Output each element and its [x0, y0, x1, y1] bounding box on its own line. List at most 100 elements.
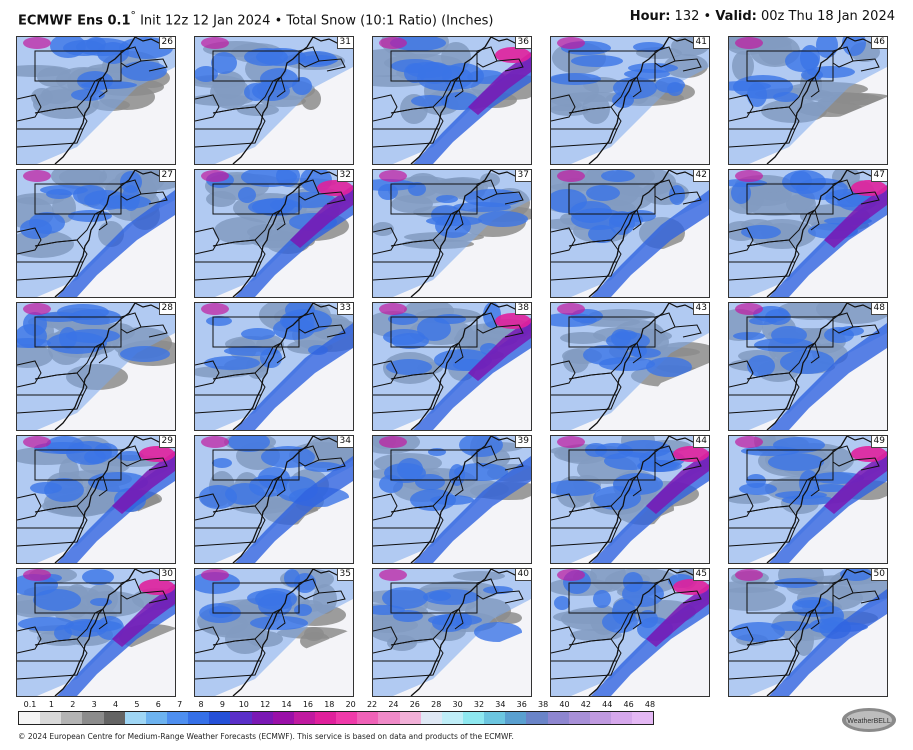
member-number-label: 48 — [870, 303, 887, 315]
member-number-label: 42 — [692, 170, 709, 182]
colorbar-tick-label: 48 — [644, 700, 656, 709]
colorbar-swatch — [357, 712, 379, 724]
ensemble-member-panel: 46 — [728, 36, 888, 165]
member-number-label: 45 — [692, 569, 709, 581]
colorbar-swatch — [336, 712, 358, 724]
snowfall-map — [195, 436, 353, 563]
init-time: Init 12z 12 Jan 2024 — [140, 13, 271, 29]
ensemble-member-panel: 27 — [16, 169, 176, 298]
colorbar-tick-label: 10 — [238, 700, 249, 709]
hour-label: Hour: — [629, 9, 671, 24]
colorbar-tick-label: 46 — [623, 700, 634, 709]
colorbar-tick-label: 4 — [112, 700, 119, 709]
snowfall-map — [17, 569, 175, 696]
ensemble-member-panel: 28 — [16, 302, 176, 431]
valid-label: Valid: — [715, 9, 757, 24]
ensemble-member-panel: 35 — [194, 568, 354, 697]
member-number-label: 40 — [514, 569, 531, 581]
colorbar-tick-label: 5 — [134, 700, 140, 709]
ensemble-member-panel: 45 — [550, 568, 710, 697]
member-number-label: 49 — [870, 436, 887, 448]
member-number-label: 39 — [514, 436, 531, 448]
member-number-label: 35 — [336, 569, 353, 581]
colorbar-tick-label: 24 — [388, 700, 399, 709]
colorbar-tick-label: 30 — [452, 700, 463, 709]
chart-title: ECMWF Ens 0.1° Init 12z 12 Jan 2024 • To… — [18, 9, 493, 28]
colorbar-tick-label: 20 — [345, 700, 356, 709]
valid-value: 00z Thu 18 Jan 2024 — [761, 9, 895, 24]
snowfall-map — [17, 436, 175, 563]
snowfall-map — [729, 569, 887, 696]
member-number-label: 31 — [336, 37, 353, 49]
header: ECMWF Ens 0.1° Init 12z 12 Jan 2024 • To… — [0, 0, 913, 32]
colorbar-tick-label: 16 — [302, 700, 314, 709]
colorbar-tick-label: 8 — [198, 700, 204, 709]
member-number-label: 33 — [336, 303, 353, 315]
colorbar-swatch — [166, 712, 189, 724]
ensemble-member-panel: 41 — [550, 36, 710, 165]
colorbar-swatch — [209, 712, 231, 724]
colorbar-legend: 0.1 1 2 3 4 5 6 7 8 9 10 12 14 16 18 20 22 24 26 28 30 32 34 36… — [18, 700, 658, 730]
colorbar-tick-label: 0.1 — [23, 700, 37, 709]
degree-symbol: ° — [130, 9, 136, 22]
colorbar-tick-label: 26 — [409, 700, 420, 709]
member-number-label: 27 — [158, 170, 175, 182]
colorbar-swatch — [124, 712, 146, 724]
colorbar — [18, 711, 654, 725]
snowfall-map — [195, 37, 353, 164]
ensemble-member-panel: 42 — [550, 169, 710, 298]
colorbar-tick-label: 28 — [431, 700, 442, 709]
member-number-label: 41 — [692, 37, 709, 49]
member-number-label: 43 — [692, 303, 709, 315]
colorbar-swatch — [61, 712, 83, 724]
colorbar-swatch — [272, 712, 294, 724]
colorbar-tick-label: 14 — [281, 700, 292, 709]
snowfall-map — [17, 37, 175, 164]
colorbar-swatch — [610, 712, 633, 724]
member-number-label: 36 — [514, 37, 531, 49]
colorbar-tick-label: 7 — [177, 700, 183, 709]
member-number-label: 38 — [514, 303, 531, 315]
snowfall-map — [17, 303, 175, 430]
colorbar-tick-label: 34 — [495, 700, 506, 709]
snowfall-map — [373, 303, 531, 430]
snowfall-map — [551, 569, 709, 696]
colorbar-swatch — [441, 712, 463, 724]
snowfall-map — [551, 170, 709, 297]
snowfall-map — [373, 37, 531, 164]
colorbar-swatch — [462, 712, 485, 724]
colorbar-tick-label: 22 — [366, 700, 378, 709]
ensemble-member-panel: 47 — [728, 169, 888, 298]
member-number-label: 30 — [158, 569, 175, 581]
ensemble-member-panel: 26 — [16, 36, 176, 165]
colorbar-swatch — [188, 712, 210, 724]
member-number-label: 34 — [336, 436, 353, 448]
member-number-label: 37 — [514, 170, 531, 182]
ensemble-panel-grid: 26 31 36 41 46 27 32 — [16, 36, 896, 697]
snowfall-map — [373, 569, 531, 696]
member-number-label: 32 — [336, 170, 353, 182]
ensemble-member-panel: 37 — [372, 169, 532, 298]
snowfall-map — [373, 436, 531, 563]
title-bullet: • — [274, 13, 283, 29]
member-number-label: 46 — [870, 37, 887, 49]
ensemble-member-panel: 33 — [194, 302, 354, 431]
colorbar-tick-label: 9 — [219, 700, 225, 709]
ensemble-member-panel: 29 — [16, 435, 176, 564]
snowfall-map — [551, 37, 709, 164]
product-name: Total Snow (10:1 Ratio) (Inches) — [286, 13, 494, 29]
colorbar-swatch — [103, 712, 125, 724]
colorbar-swatch — [40, 712, 62, 724]
snowfall-map — [729, 170, 887, 297]
colorbar-swatch — [568, 712, 590, 724]
ensemble-member-panel: 32 — [194, 169, 354, 298]
member-number-label: 26 — [158, 37, 175, 49]
snowfall-map — [17, 170, 175, 297]
snowfall-map — [729, 303, 887, 430]
ensemble-member-panel: 36 — [372, 36, 532, 165]
member-number-label: 29 — [158, 436, 175, 448]
snowfall-map — [729, 37, 887, 164]
colorbar-tick-label: 3 — [91, 700, 97, 709]
hour-value: 132 — [674, 9, 700, 24]
colorbar-tick-label: 12 — [260, 700, 271, 709]
